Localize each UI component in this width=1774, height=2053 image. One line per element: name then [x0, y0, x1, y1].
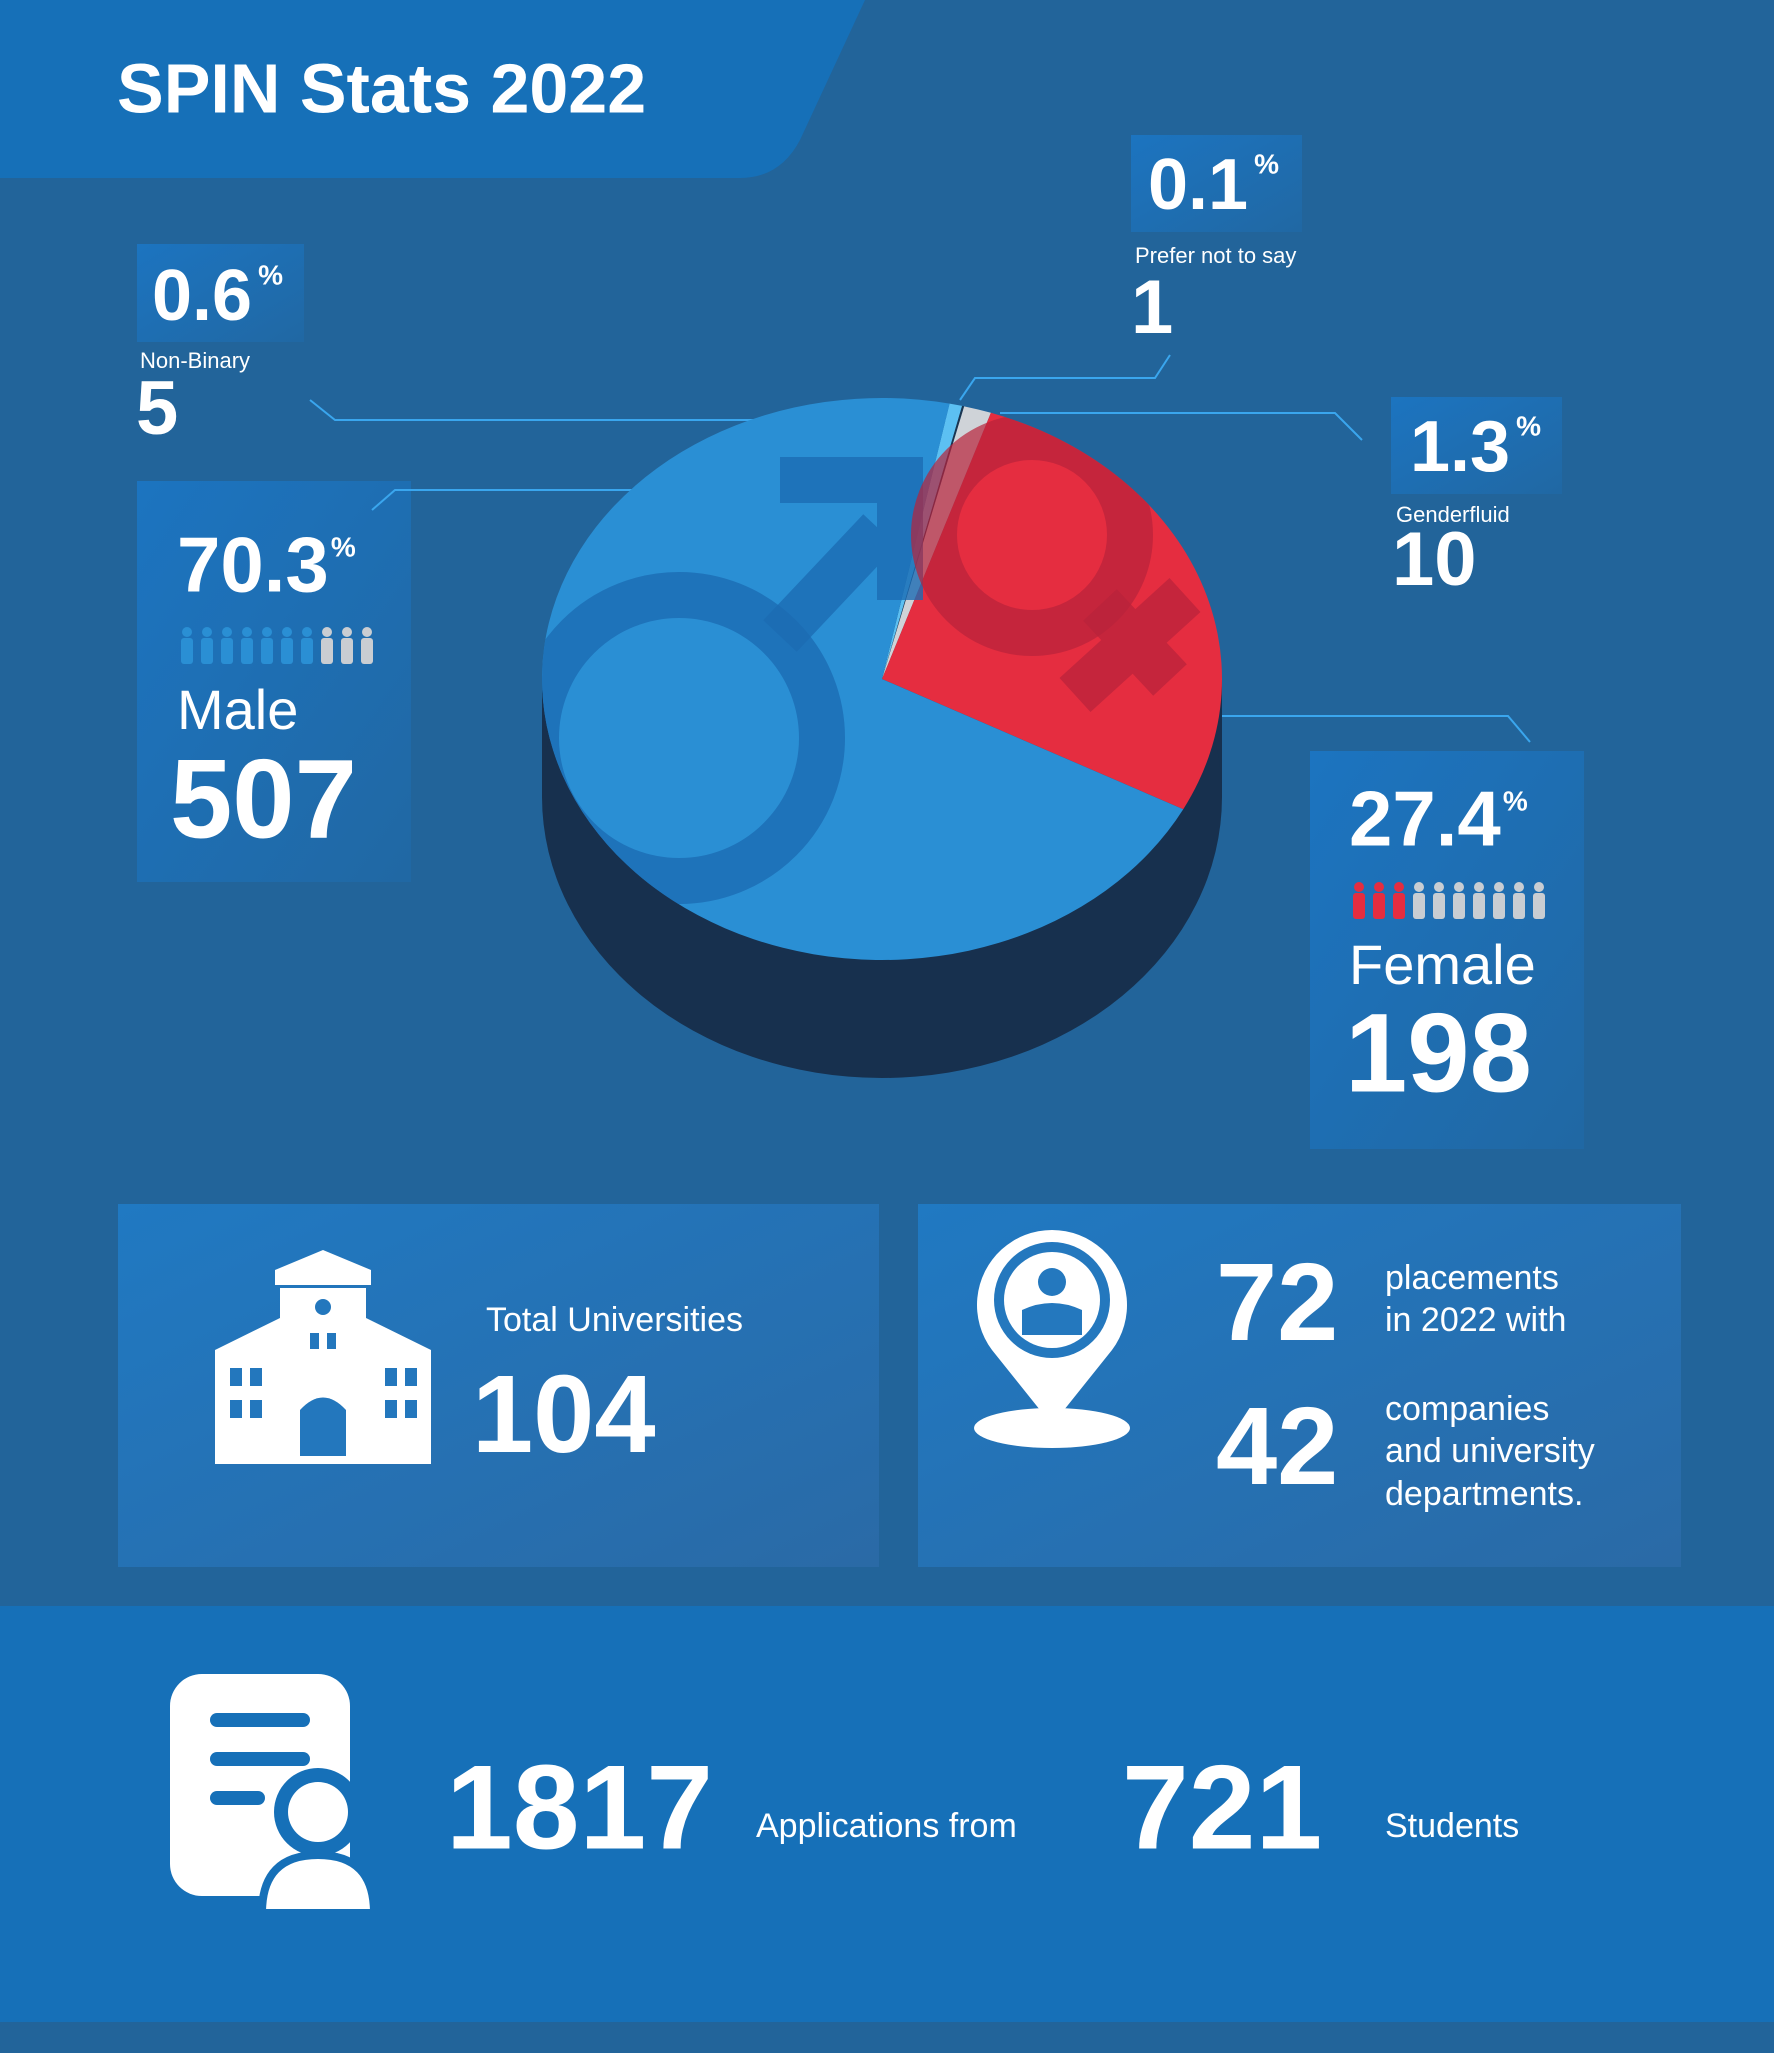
- applications-text: Applications from: [756, 1807, 1017, 1845]
- percent-sign: %: [1254, 148, 1279, 179]
- count-value: 507: [170, 737, 357, 862]
- person-icon: [322, 627, 332, 637]
- person-icon: [281, 638, 293, 664]
- person-icon: [202, 627, 212, 637]
- companies-text: departments.: [1385, 1475, 1583, 1513]
- person-icon: [261, 638, 273, 664]
- person-icon: [1393, 893, 1405, 919]
- person-icon: [1413, 893, 1425, 919]
- count-value: 5: [136, 366, 178, 451]
- count-value: 198: [1345, 991, 1532, 1116]
- connectors: [309, 354, 1531, 743]
- person-icon: [361, 638, 373, 664]
- person-icon: [1513, 893, 1525, 919]
- person-icon: [321, 638, 333, 664]
- placements-value: 72: [1216, 1241, 1338, 1364]
- companies-value: 42: [1216, 1385, 1338, 1508]
- person-icon: [1533, 893, 1545, 919]
- percent-value: 27.4: [1349, 775, 1501, 863]
- person-icon: [1434, 882, 1444, 892]
- gender-symbols: [542, 414, 1201, 904]
- person-icon: [1454, 882, 1464, 892]
- person-icon: [222, 627, 232, 637]
- person-icon: [301, 638, 313, 664]
- percent-value: 0.6: [152, 256, 252, 336]
- pin-icon: [974, 1230, 1130, 1448]
- person-icon: [282, 627, 292, 637]
- person-icon: [1394, 882, 1404, 892]
- person-icon: [1414, 882, 1424, 892]
- title-bar: [0, 0, 865, 178]
- percent-sign: %: [258, 259, 283, 290]
- person-icon: [1374, 882, 1384, 892]
- category-label: Non-Binary: [140, 348, 250, 373]
- person-icon: [1494, 882, 1504, 892]
- label-box: [1391, 397, 1562, 494]
- person-icon: [1474, 882, 1484, 892]
- building-windows: [230, 1299, 417, 1456]
- count-value: 1: [1131, 265, 1173, 350]
- universities-value: 104: [472, 1353, 656, 1476]
- male-symbol: [542, 572, 845, 904]
- person-icon: [1453, 893, 1465, 919]
- pie-slice: [542, 398, 1184, 960]
- person-icon: [1534, 882, 1544, 892]
- person-icon: [302, 627, 312, 637]
- person-icon: [221, 638, 233, 664]
- person-icon: [362, 627, 372, 637]
- label-box: [1310, 751, 1584, 1149]
- applications-value: 1817: [446, 1741, 713, 1875]
- percent-value: 70.3: [177, 521, 329, 609]
- person-icon: [1473, 893, 1485, 919]
- person-icon: [1493, 893, 1505, 919]
- person-icon: [1354, 882, 1364, 892]
- percent-sign: %: [1503, 785, 1528, 816]
- person-icon: [1353, 893, 1365, 919]
- person-icon: [262, 627, 272, 637]
- person-icon: [182, 627, 192, 637]
- percent-value: 1.3: [1410, 407, 1510, 487]
- percent-value: 0.1: [1148, 145, 1248, 225]
- placements-text: placements: [1385, 1259, 1559, 1297]
- students-text: Students: [1385, 1807, 1519, 1845]
- label-box: [1131, 135, 1302, 232]
- title: SPIN Stats 2022: [117, 49, 646, 127]
- female-symbol: [911, 414, 1153, 656]
- person-icon: [242, 627, 252, 637]
- category-label: Female: [1349, 933, 1536, 996]
- universities-label: Total Universities: [486, 1301, 743, 1339]
- companies-text: and university: [1385, 1432, 1595, 1470]
- category-label: Genderfluid: [1396, 502, 1510, 527]
- person-icon: [1373, 893, 1385, 919]
- person-icon: [181, 638, 193, 664]
- category-label: Prefer not to say: [1135, 243, 1296, 268]
- category-label: Male: [177, 678, 298, 741]
- person-icon: [241, 638, 253, 664]
- placements-text: in 2022 with: [1385, 1301, 1566, 1339]
- person-icon: [1433, 893, 1445, 919]
- label-box: [137, 481, 411, 882]
- person-icon: [342, 627, 352, 637]
- percent-sign: %: [331, 531, 356, 562]
- person-icon: [201, 638, 213, 664]
- person-icon: [341, 638, 353, 664]
- female-symbol: [1059, 577, 1201, 713]
- person-icon: [1514, 882, 1524, 892]
- male-symbol: [763, 457, 923, 652]
- count-value: 10: [1392, 517, 1477, 602]
- label-box: [137, 244, 304, 342]
- document-icon: [170, 1674, 379, 1917]
- percent-sign: %: [1516, 410, 1541, 441]
- companies-text: companies: [1385, 1390, 1549, 1428]
- students-value: 721: [1122, 1741, 1322, 1875]
- pie-chart: [542, 398, 1222, 1078]
